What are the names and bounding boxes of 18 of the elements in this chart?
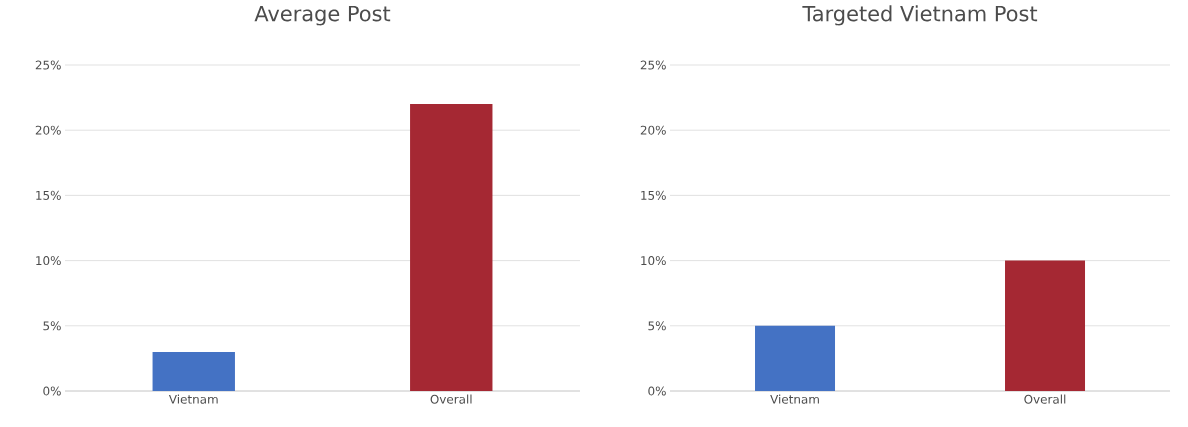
y-tick-label: 10% [36,256,61,266]
y-tick-label: 0% [648,386,666,396]
y-tick-label: 0% [43,386,61,396]
y-tick-label: 25% [640,60,666,70]
x-tick-label: Overall [1024,394,1066,404]
x-tick-label: Vietnam [770,394,819,404]
y-tick-label: 5% [648,321,666,331]
x-tick-label: Vietnam [168,394,218,404]
y-tick-label: 25% [35,60,61,70]
chart-title: Targeted Vietnam Post [802,5,1038,26]
x-tick-label: Overall [430,394,472,404]
y-tick-label: 20% [640,125,666,135]
y-tick-label: 10% [641,256,666,266]
y-tick-label: 15% [641,190,666,200]
y-tick-label: 5% [43,321,61,331]
y-tick-label: 20% [35,125,61,135]
y-tick-label: 15% [36,190,61,200]
chart-title: Average Post [254,5,391,26]
